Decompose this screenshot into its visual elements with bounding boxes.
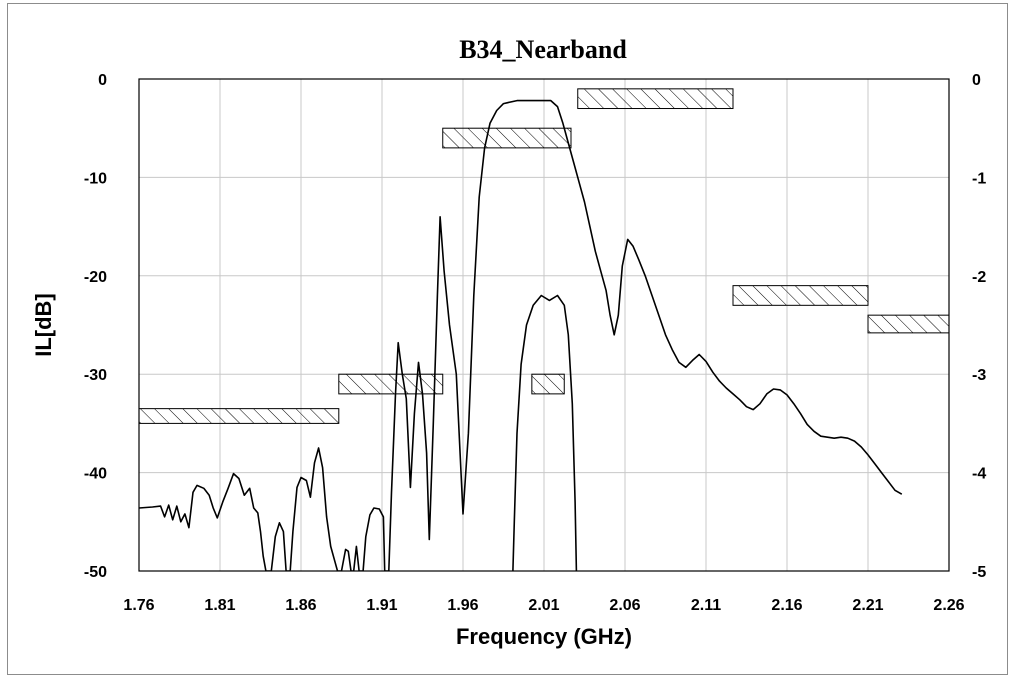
plot-area (138, 78, 950, 572)
grid (139, 79, 949, 571)
x-tick-label: 2.21 (852, 597, 883, 614)
spec-mask (577, 88, 734, 110)
spec-mask (732, 285, 869, 306)
y2-tick-label: -1 (972, 170, 986, 187)
y2-tick-label: -4 (972, 466, 986, 483)
spec-mask (867, 314, 949, 334)
spec-mask (531, 373, 565, 395)
x-tick-label: 1.76 (123, 597, 154, 614)
y2-tick-labels: 0 -1 -2 -3 -4 -5 (972, 72, 986, 581)
x-tick-label: 2.16 (771, 597, 802, 614)
x-tick-label: 2.01 (528, 597, 559, 614)
mask-layer (139, 88, 949, 424)
y-axis-label: IL[dB] (31, 293, 56, 357)
x-tick-label: 1.96 (447, 597, 478, 614)
x-tick-label: 1.91 (366, 597, 397, 614)
y-tick-labels: 0 -10 -20 -30 -40 -50 (84, 72, 107, 581)
series-layer (139, 99, 903, 571)
y-tick-label: -50 (84, 564, 107, 581)
spec-mask (338, 373, 444, 395)
x-axis-label: Frequency (GHz) (456, 624, 632, 649)
chart-title: B34_Nearband (459, 35, 627, 64)
y-tick-label: 0 (98, 72, 107, 89)
spec-mask (442, 127, 572, 149)
y2-tick-label: -3 (972, 367, 986, 384)
x-tick-label: 1.81 (204, 597, 235, 614)
x-tick-labels: 1.76 1.81 1.86 1.91 1.96 2.01 2.06 2.11 2.16 2.21… (123, 597, 964, 614)
y2-tick-label: 0 (972, 72, 981, 89)
y-tick-label: -10 (84, 170, 107, 187)
x-tick-label: 1.86 (285, 597, 316, 614)
y2-tick-label: -2 (972, 269, 986, 286)
x-tick-label: 2.11 (691, 597, 721, 614)
x-tick-label: 2.06 (609, 597, 640, 614)
series-passband-zoom (512, 294, 578, 571)
chart-frame (7, 3, 1008, 675)
series-wide-response (139, 99, 903, 571)
y2-tick-label: -5 (972, 564, 986, 581)
x-tick-label: 2.26 (933, 597, 964, 614)
y-tick-label: -20 (84, 269, 107, 286)
spec-mask (139, 408, 340, 424)
y-tick-label: -40 (84, 466, 107, 483)
y-tick-label: -30 (84, 367, 107, 384)
